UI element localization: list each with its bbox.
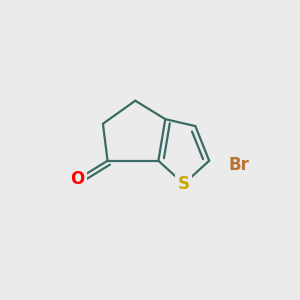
Text: O: O	[70, 170, 85, 188]
Text: S: S	[178, 175, 190, 193]
Text: Br: Br	[229, 156, 250, 174]
